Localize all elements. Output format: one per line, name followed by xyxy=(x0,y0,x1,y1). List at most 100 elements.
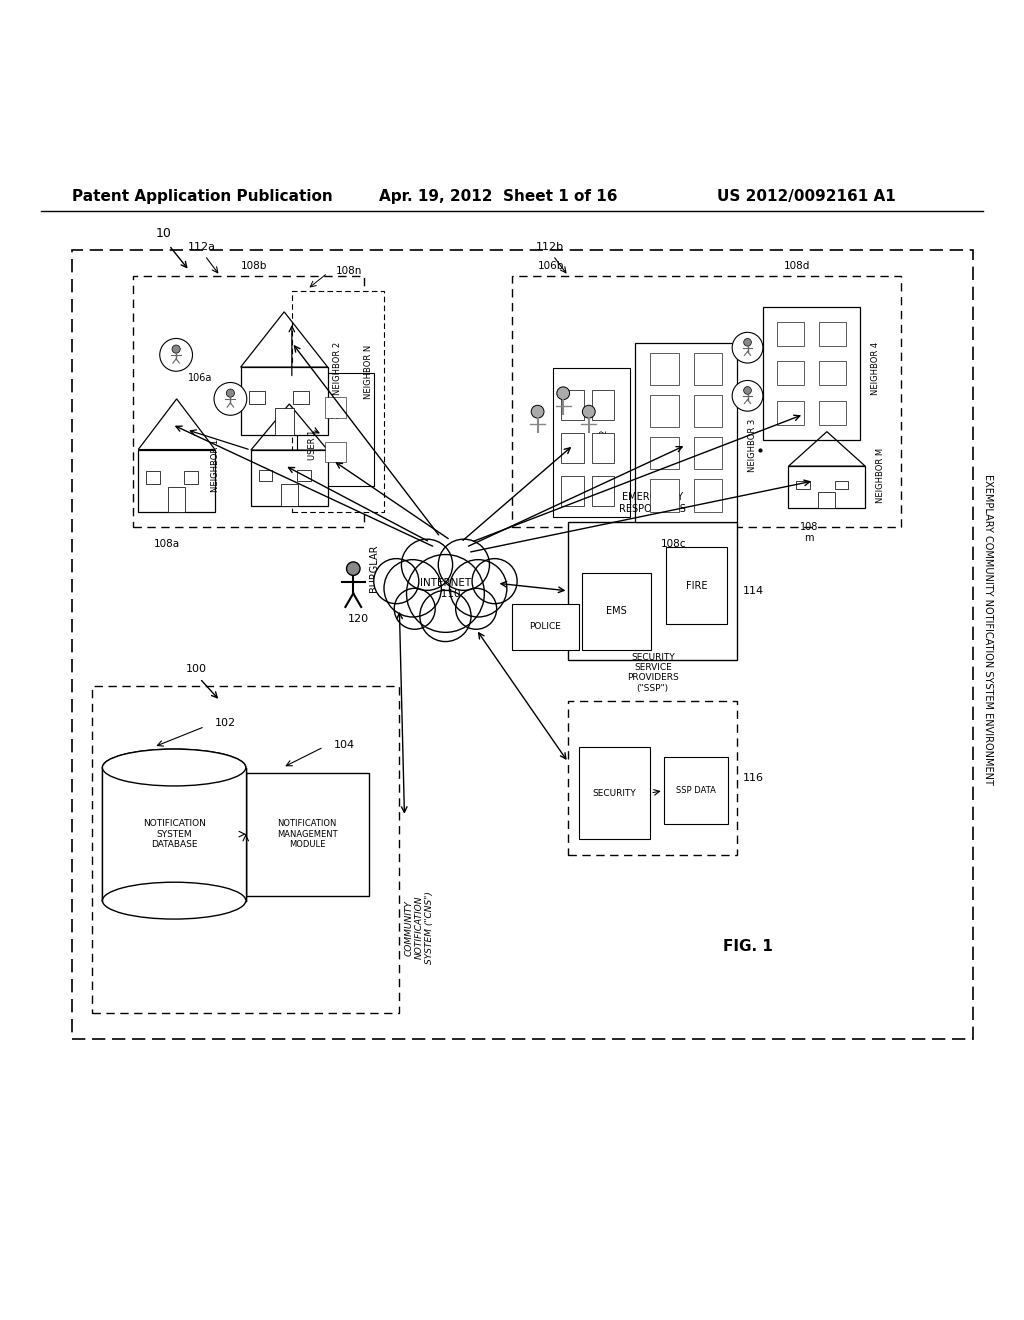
Text: NEIGHBOR 1: NEIGHBOR 1 xyxy=(211,438,219,492)
Bar xyxy=(592,389,614,420)
Bar xyxy=(297,374,374,486)
Bar xyxy=(133,276,364,527)
Circle shape xyxy=(583,405,595,418)
Circle shape xyxy=(450,560,507,616)
Bar xyxy=(250,391,265,404)
Bar xyxy=(184,471,199,483)
Bar xyxy=(788,466,865,508)
Bar xyxy=(650,437,679,470)
Circle shape xyxy=(407,554,484,632)
Text: USER 2: USER 2 xyxy=(600,430,608,461)
Text: 108
m: 108 m xyxy=(800,521,818,544)
Bar xyxy=(835,480,848,490)
Text: 108b: 108b xyxy=(241,261,267,271)
Text: US 2012/0092161 A1: US 2012/0092161 A1 xyxy=(717,189,896,203)
Bar xyxy=(664,758,728,824)
Text: INTERNET
   110: INTERNET 110 xyxy=(420,578,471,599)
Text: 108c: 108c xyxy=(660,539,686,549)
Bar xyxy=(138,450,215,512)
Text: 114: 114 xyxy=(742,586,764,595)
Circle shape xyxy=(214,383,247,416)
Bar xyxy=(666,548,727,624)
Bar xyxy=(579,747,650,840)
Bar xyxy=(274,408,294,434)
Bar xyxy=(146,471,160,483)
Bar xyxy=(512,603,579,649)
Text: NEIGHBOR M: NEIGHBOR M xyxy=(877,447,885,503)
Text: 108a: 108a xyxy=(154,539,180,549)
Bar xyxy=(512,276,901,527)
Text: 120: 120 xyxy=(348,614,369,624)
Text: EMERGENCY
RESPONDERS: EMERGENCY RESPONDERS xyxy=(620,492,686,513)
Circle shape xyxy=(346,562,360,576)
Bar xyxy=(763,306,860,440)
Bar xyxy=(568,701,737,854)
Text: 112a: 112a xyxy=(187,243,216,252)
Bar xyxy=(561,433,584,463)
Circle shape xyxy=(531,405,544,418)
Circle shape xyxy=(226,389,234,397)
Bar xyxy=(818,362,846,385)
Bar xyxy=(592,475,614,507)
Bar xyxy=(325,397,346,417)
Text: NEIGHBOR N: NEIGHBOR N xyxy=(365,345,373,399)
Bar xyxy=(246,772,369,895)
Bar xyxy=(102,767,246,900)
Bar xyxy=(92,685,399,1014)
Text: NOTIFICATION
MANAGEMENT
MODULE: NOTIFICATION MANAGEMENT MODULE xyxy=(276,820,338,849)
Circle shape xyxy=(438,539,489,590)
Ellipse shape xyxy=(102,748,246,785)
Text: NEIGHBOR 2: NEIGHBOR 2 xyxy=(334,342,342,395)
Text: Patent Application Publication: Patent Application Publication xyxy=(72,189,333,203)
Bar xyxy=(102,767,246,900)
Text: NOTIFICATION
SYSTEM
DATABASE: NOTIFICATION SYSTEM DATABASE xyxy=(142,820,206,849)
Text: 108d: 108d xyxy=(783,261,810,271)
Circle shape xyxy=(384,560,441,616)
Text: Apr. 19, 2012  Sheet 1 of 16: Apr. 19, 2012 Sheet 1 of 16 xyxy=(379,189,617,203)
Bar xyxy=(582,573,651,649)
Text: FIG. 1: FIG. 1 xyxy=(723,940,772,954)
Text: 106a: 106a xyxy=(187,374,212,383)
Bar xyxy=(281,484,298,507)
Text: POLICE: POLICE xyxy=(529,622,561,631)
Text: BURGLAR: BURGLAR xyxy=(369,544,379,591)
Text: NEIGHBOR 3: NEIGHBOR 3 xyxy=(749,418,757,471)
Text: 116: 116 xyxy=(742,772,764,783)
Circle shape xyxy=(743,338,752,346)
Ellipse shape xyxy=(102,882,246,919)
Bar xyxy=(635,343,737,521)
Bar xyxy=(561,389,584,420)
Circle shape xyxy=(374,558,419,603)
Bar xyxy=(292,292,384,512)
Bar xyxy=(693,352,722,385)
Circle shape xyxy=(743,387,752,395)
Bar xyxy=(72,251,973,1039)
Bar xyxy=(650,352,679,385)
Circle shape xyxy=(394,589,435,630)
Bar xyxy=(592,433,614,463)
Text: FIRE: FIRE xyxy=(686,581,707,591)
Bar xyxy=(561,475,584,507)
Circle shape xyxy=(472,558,517,603)
Text: 10: 10 xyxy=(156,227,172,240)
Circle shape xyxy=(420,590,471,642)
Text: SSP DATA: SSP DATA xyxy=(676,785,716,795)
Bar xyxy=(693,437,722,470)
Text: 112b: 112b xyxy=(536,243,564,252)
Text: NEIGHBOR 4: NEIGHBOR 4 xyxy=(871,342,880,395)
Circle shape xyxy=(401,539,453,590)
Bar xyxy=(693,395,722,428)
Bar xyxy=(818,491,836,508)
Bar xyxy=(568,521,737,660)
Bar xyxy=(797,480,810,490)
Bar xyxy=(818,400,846,425)
Bar xyxy=(818,322,846,346)
Bar xyxy=(297,470,311,480)
Bar xyxy=(168,487,185,512)
Bar xyxy=(325,442,346,462)
Bar xyxy=(777,362,805,385)
Text: EXEMPLARY COMMUNITY NOTIFICATION SYSTEM ENVIRONMENT: EXEMPLARY COMMUNITY NOTIFICATION SYSTEM … xyxy=(983,474,993,784)
Bar xyxy=(650,479,679,512)
Circle shape xyxy=(732,333,763,363)
Bar xyxy=(241,367,328,434)
